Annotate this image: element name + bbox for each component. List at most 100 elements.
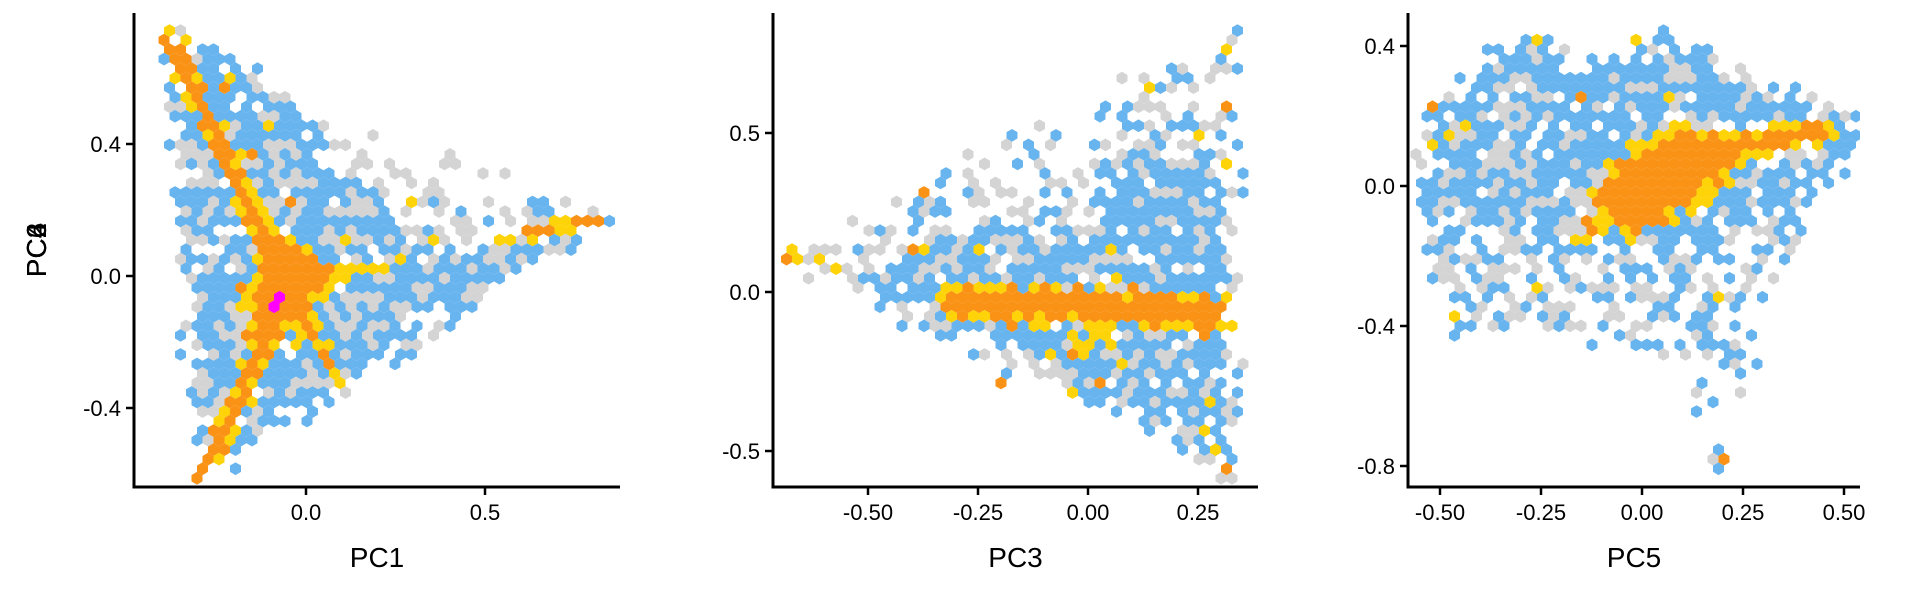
hex-bin <box>1619 167 1631 180</box>
hex-bin <box>1416 157 1427 171</box>
hex-bin <box>1658 348 1669 361</box>
hex-bin <box>1641 167 1653 180</box>
hex-bin <box>1432 109 1444 123</box>
hex-bin <box>1177 119 1188 133</box>
hex-bin <box>1515 43 1526 56</box>
x-axis-title: PC3 <box>988 542 1042 573</box>
hex-bin <box>158 52 170 66</box>
hex-bin <box>962 167 974 180</box>
hex-bin <box>973 300 985 314</box>
hex-bin <box>241 310 252 323</box>
hex-bin <box>979 157 990 171</box>
hex-bin <box>1465 186 1477 199</box>
hex-bin <box>202 433 214 447</box>
hex-bin <box>367 338 379 352</box>
hex-bin <box>1537 176 1548 190</box>
hex-bin <box>1089 252 1100 266</box>
hex-bin <box>1127 357 1139 371</box>
hex-bin <box>1006 319 1018 333</box>
hex-bin <box>1696 338 1708 352</box>
hex-bin <box>1691 43 1702 56</box>
hex-bin <box>329 252 340 266</box>
hex-bin <box>1729 129 1741 142</box>
hex-bin <box>1482 43 1493 56</box>
hex-bin <box>957 252 968 266</box>
hex-bin <box>1757 138 1768 152</box>
hex-bin <box>389 319 401 333</box>
hex-bin <box>263 271 274 285</box>
hex-bin <box>1160 109 1172 123</box>
hex-bin <box>1674 186 1686 199</box>
hex-bin <box>1597 109 1609 123</box>
hex-bin <box>1696 167 1708 180</box>
y-axis-title: PC2 <box>21 223 52 277</box>
hex-bin <box>1144 348 1155 361</box>
hex-bin <box>1454 71 1466 85</box>
hex-bin <box>830 243 842 256</box>
hex-bin <box>1056 271 1067 285</box>
hex-bin <box>1210 310 1221 323</box>
hex-bin <box>472 271 483 285</box>
hex-bin <box>1515 233 1526 247</box>
hex-bin <box>230 176 241 190</box>
hex-bin <box>268 357 280 371</box>
hex-bin <box>1177 271 1188 285</box>
hex-bin <box>1094 319 1106 333</box>
hex-bin <box>1160 205 1172 218</box>
hex-bin <box>1680 119 1691 133</box>
hex-bin <box>1707 71 1719 85</box>
y-tick-label: 0.0 <box>1364 174 1395 199</box>
hex-bin <box>296 195 307 209</box>
hex-bin <box>252 157 263 171</box>
hex-bin <box>1817 109 1829 123</box>
hex-bin <box>345 186 357 199</box>
hex-bin <box>246 338 258 352</box>
hex-bin <box>1100 233 1111 247</box>
hex-bin <box>1707 205 1719 218</box>
hex-bin <box>1724 81 1735 94</box>
hex-bin <box>1652 338 1664 352</box>
hex-bin <box>417 195 428 209</box>
hex-bin <box>1663 224 1675 237</box>
hex-bin <box>1083 376 1095 390</box>
hex-bin <box>1542 129 1554 142</box>
hex-bin <box>1050 205 1062 218</box>
hex-bin <box>1210 214 1221 228</box>
hex-bin <box>995 281 1007 295</box>
hex-bin <box>951 319 963 333</box>
hex-bin <box>510 243 522 256</box>
hex-bin <box>213 167 225 180</box>
hex-bin <box>252 233 263 247</box>
hex-bin <box>1619 71 1631 85</box>
hex-bin <box>158 33 170 47</box>
hex-bin <box>1193 186 1205 199</box>
highlight-hex-gold <box>1210 443 1221 456</box>
hex-bin <box>1204 357 1216 371</box>
hex-bin <box>1072 224 1084 237</box>
hex-bin <box>803 252 814 266</box>
hex-bin <box>241 290 252 304</box>
hex-bin <box>1691 138 1702 152</box>
hex-bin <box>1476 71 1488 85</box>
hex-bin <box>1056 290 1067 304</box>
hex-bin <box>1707 243 1719 256</box>
hex-bin <box>924 290 935 304</box>
hex-bin <box>1614 138 1625 152</box>
hex-bin <box>428 329 439 342</box>
hex-bin <box>880 290 891 304</box>
hex-bin <box>1100 367 1111 380</box>
hex-bin <box>979 290 990 304</box>
hex-bin <box>1067 367 1078 380</box>
hex-bin <box>246 433 258 447</box>
hex-bin <box>450 214 461 228</box>
hex-bin <box>1636 195 1647 209</box>
hex-bin <box>1636 43 1647 56</box>
hex-bin <box>395 310 406 323</box>
hex-bin <box>1768 271 1779 285</box>
hex-bin <box>356 224 368 237</box>
hex-bin <box>1680 157 1691 171</box>
hex-bin <box>1564 281 1576 295</box>
hex-bin <box>1702 348 1713 361</box>
hex-bin <box>1460 290 1471 304</box>
hex-bin <box>191 186 203 199</box>
